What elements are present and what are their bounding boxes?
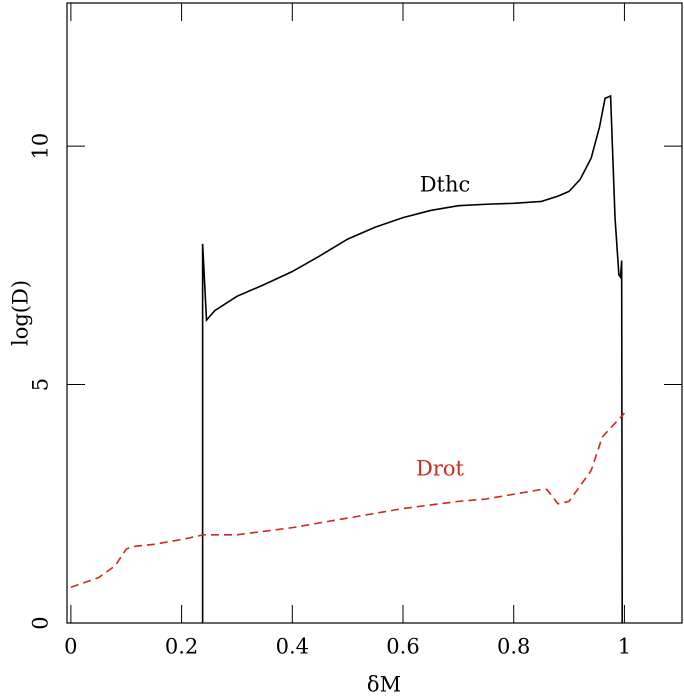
y-axis-label: log(D) bbox=[9, 280, 33, 346]
x-tick-label: 0.8 bbox=[497, 635, 530, 659]
x-axis-label: δM bbox=[367, 673, 401, 697]
series-label: Drot bbox=[416, 457, 465, 481]
series-line bbox=[70, 412, 626, 588]
series-line bbox=[201, 94, 624, 624]
x-tick-label: 0 bbox=[64, 635, 77, 659]
x-tick-label: 0.4 bbox=[276, 635, 309, 659]
y-tick-label: 0 bbox=[29, 616, 53, 629]
series-label: Dthc bbox=[420, 173, 471, 197]
plot-frame bbox=[66, 2, 683, 624]
y-tick-label: 10 bbox=[29, 133, 53, 160]
x-tick-label: 0.6 bbox=[386, 635, 419, 659]
y-tick-label: 5 bbox=[29, 378, 53, 391]
x-tick-label: 0.2 bbox=[165, 635, 198, 659]
x-tick-label: 1 bbox=[618, 635, 631, 659]
